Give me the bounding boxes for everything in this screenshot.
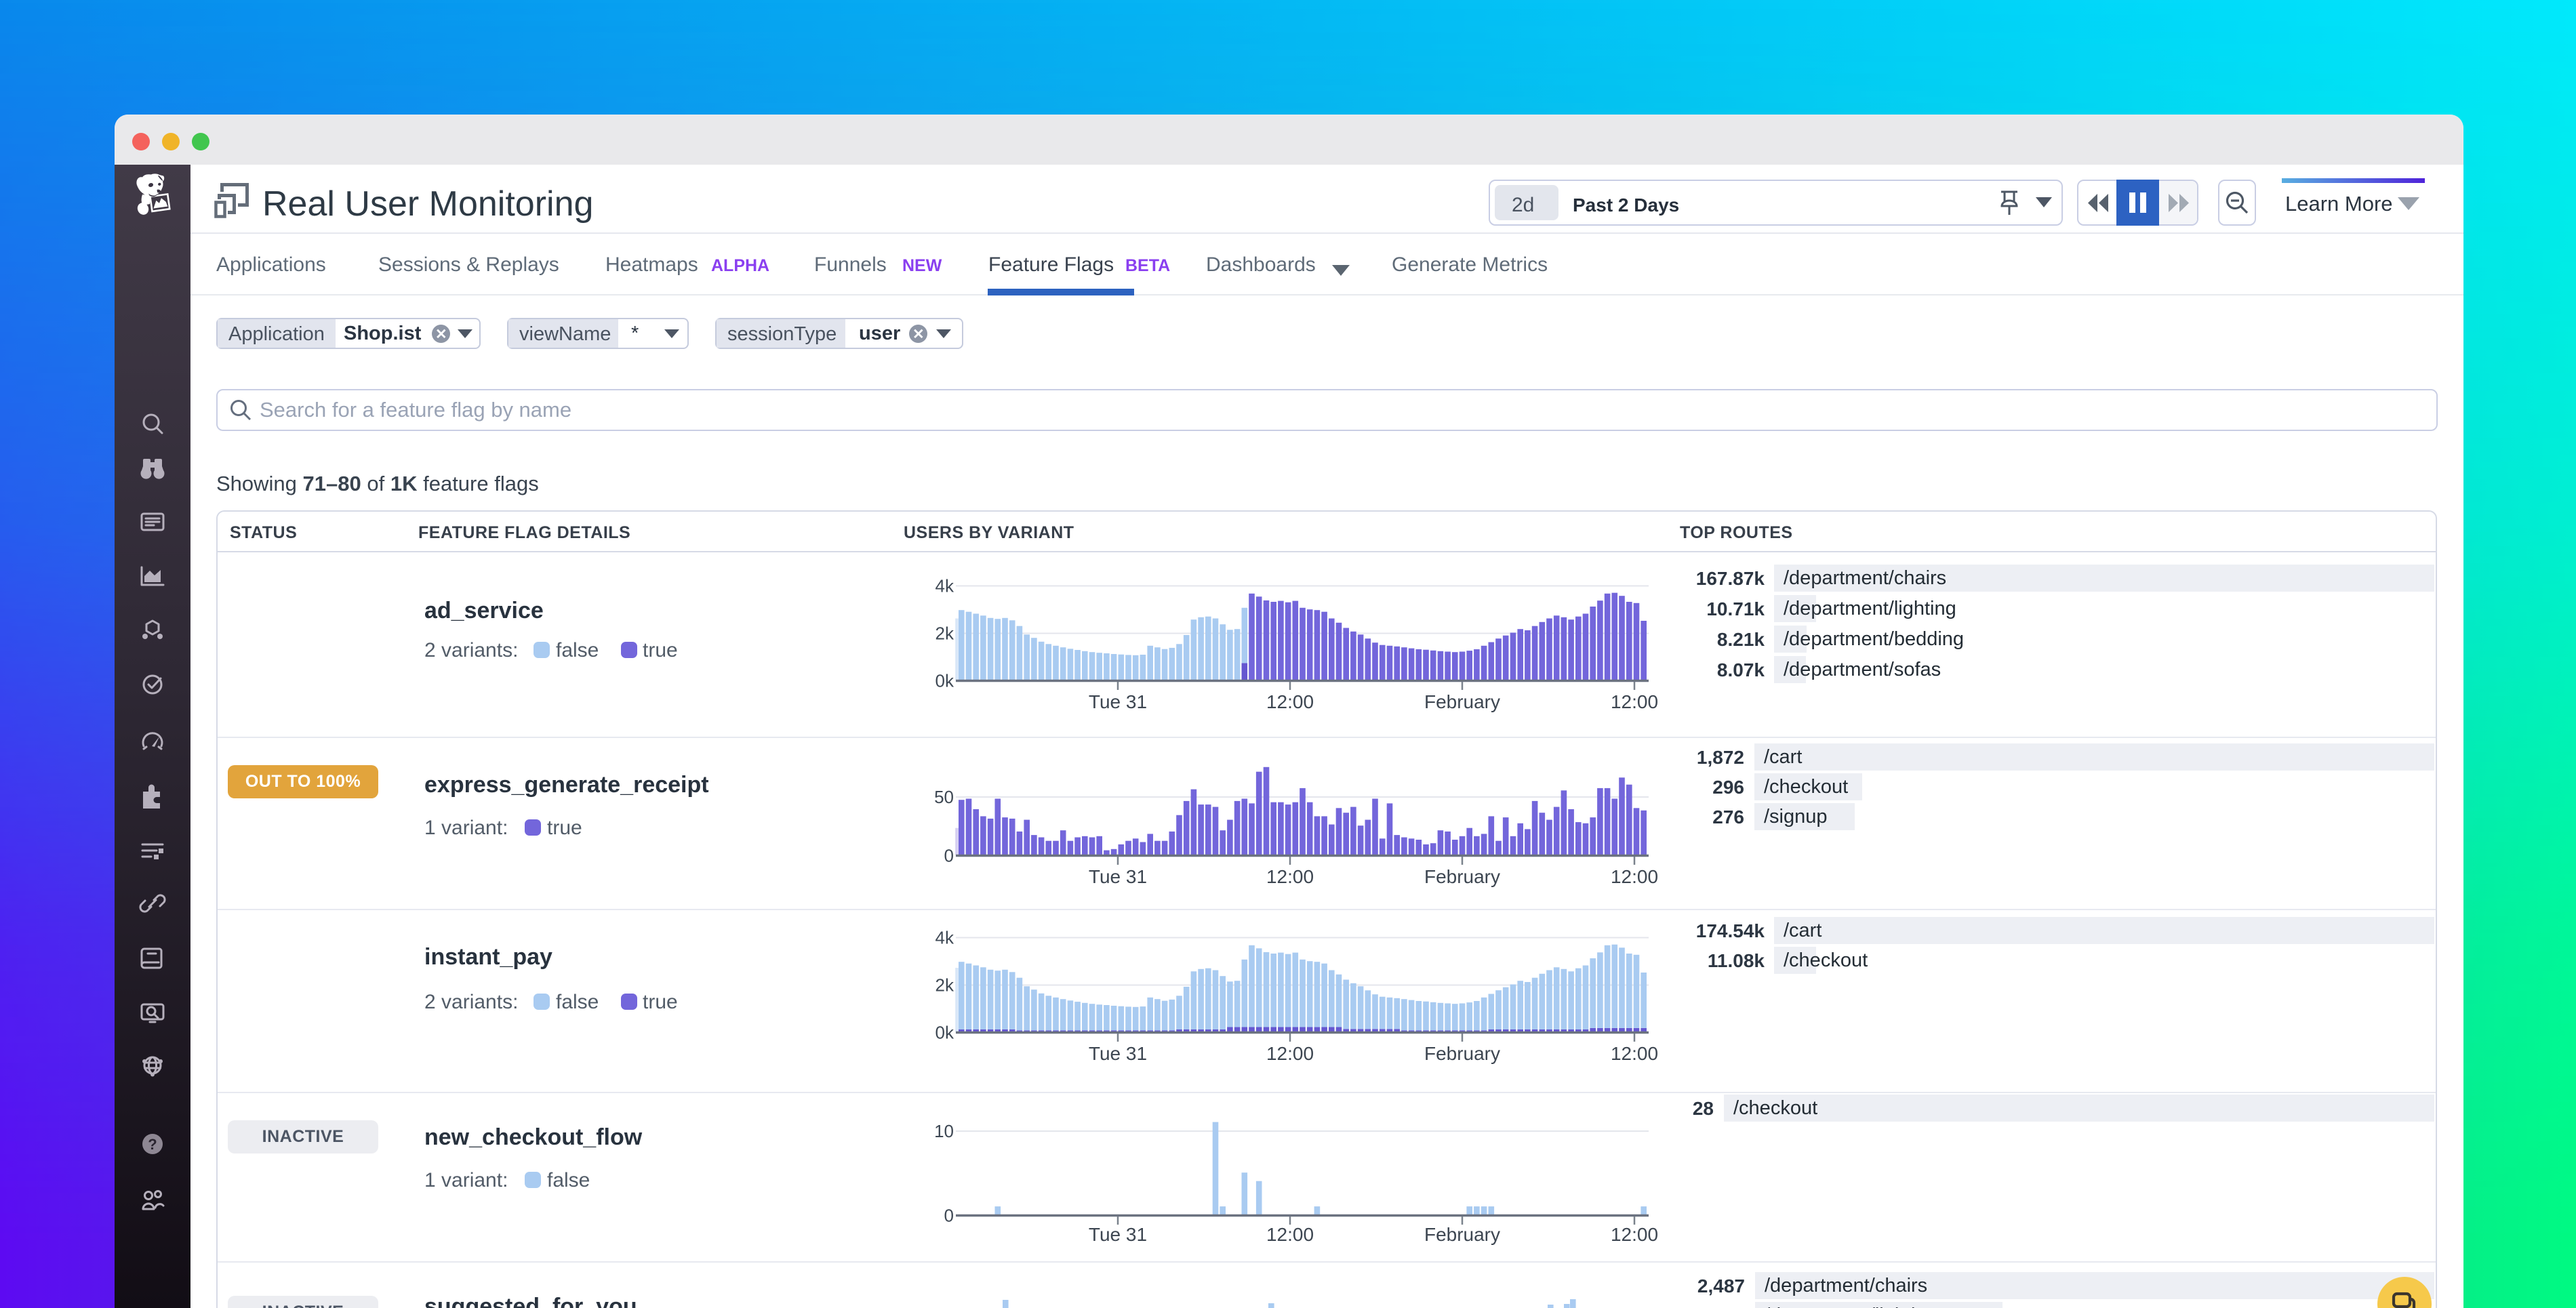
svg-text:0: 0 — [944, 846, 954, 866]
svg-text:12:00: 12:00 — [1266, 691, 1314, 712]
svg-text:12:00: 12:00 — [1266, 1224, 1314, 1245]
svg-text:12:00: 12:00 — [1266, 1043, 1314, 1064]
svg-text:0: 0 — [944, 1206, 954, 1226]
svg-text:12:00: 12:00 — [1611, 1043, 1658, 1064]
svg-text:12:00: 12:00 — [1611, 866, 1658, 887]
svg-text:2k: 2k — [935, 975, 954, 996]
svg-text:12:00: 12:00 — [1266, 866, 1314, 887]
svg-text:4k: 4k — [935, 928, 954, 948]
svg-text:February: February — [1424, 691, 1500, 712]
svg-text:Tue 31: Tue 31 — [1089, 1224, 1147, 1245]
svg-text:10: 10 — [934, 1121, 954, 1141]
svg-text:February: February — [1424, 1224, 1500, 1245]
svg-text:0k: 0k — [935, 671, 954, 691]
svg-text:12:00: 12:00 — [1611, 1224, 1658, 1245]
svg-text:50: 50 — [934, 787, 954, 807]
svg-text:12:00: 12:00 — [1611, 691, 1658, 712]
svg-text:0k: 0k — [935, 1023, 954, 1043]
svg-text:Tue 31: Tue 31 — [1089, 691, 1147, 712]
svg-text:Tue 31: Tue 31 — [1089, 1043, 1147, 1064]
svg-text:February: February — [1424, 1043, 1500, 1064]
svg-text:4k: 4k — [935, 576, 954, 596]
svg-text:?: ? — [148, 1136, 157, 1153]
svg-text:Tue 31: Tue 31 — [1089, 866, 1147, 887]
svg-text:February: February — [1424, 866, 1500, 887]
svg-text:2k: 2k — [935, 624, 954, 644]
